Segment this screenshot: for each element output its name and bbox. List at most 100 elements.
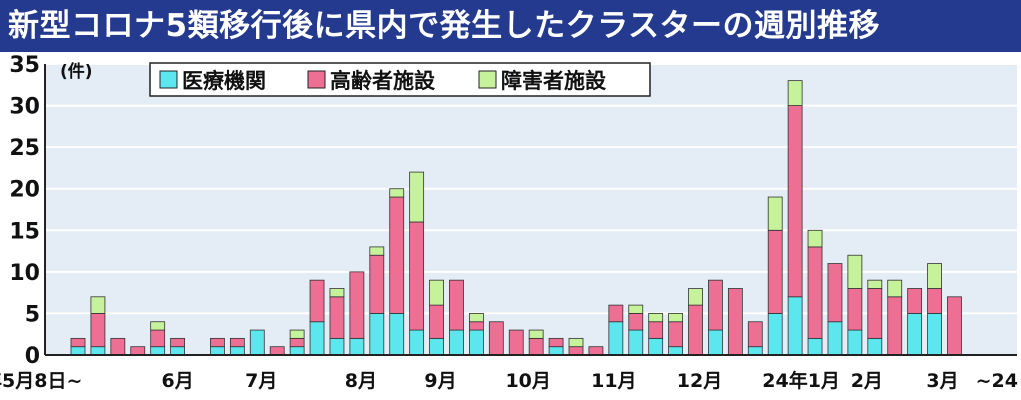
- bar-segment: [170, 337, 186, 348]
- bar-segment: [747, 321, 763, 348]
- x-tick-label: 7月: [245, 370, 277, 392]
- y-tick-label: 5: [25, 302, 40, 327]
- bar-segment: [608, 304, 624, 323]
- bar-segment: [389, 196, 405, 314]
- bar-segment: [708, 329, 723, 356]
- bar-segment: [568, 346, 584, 356]
- bar-segment: [229, 346, 245, 356]
- bar-segment: [688, 304, 703, 356]
- bar-segment: [907, 313, 923, 356]
- bar-segment: [927, 263, 942, 289]
- bar-segment: [468, 313, 484, 323]
- bar-segment: [907, 288, 923, 314]
- bar-segment: [289, 337, 305, 348]
- bar-segment: [349, 337, 365, 356]
- bar-segment: [548, 337, 564, 348]
- bar-segment: [409, 221, 425, 331]
- bar-segment: [847, 288, 863, 331]
- x-tick-label: ~24日: [976, 370, 1021, 392]
- bar-segment: [668, 313, 683, 323]
- bar-segment: [289, 346, 305, 356]
- bar-segment: [887, 296, 903, 356]
- bar-segment: [449, 279, 464, 331]
- bar-segment: [887, 279, 903, 298]
- bar-segment: [847, 329, 863, 356]
- bar-segment: [429, 337, 444, 356]
- legend-label: 医療機関: [182, 69, 266, 93]
- y-tick-label: 20: [9, 178, 40, 203]
- legend-label: 障害者施設: [501, 69, 607, 93]
- title-bar: 新型コロナ5類移行後に県内で発生したクラスターの週別推移: [0, 0, 1021, 52]
- bar-segment: [150, 346, 166, 356]
- y-tick-label: 0: [25, 344, 40, 369]
- bar-segment: [708, 279, 723, 331]
- bar-segment: [508, 329, 524, 356]
- bar-segment: [90, 296, 106, 314]
- bar-segment: [827, 263, 843, 323]
- bar-segment: [210, 337, 225, 348]
- legend-swatch: [478, 70, 497, 89]
- bar-segment: [70, 337, 86, 348]
- x-tick-label: 2月: [851, 370, 883, 392]
- legend: 医療機関 高齢者施設 障害者施設: [149, 62, 651, 97]
- bar-segment: [90, 313, 106, 348]
- y-tick-labels: 0 5 10 15 20 25 30 35: [9, 53, 40, 369]
- bar-segment: [927, 288, 942, 314]
- legend-box: [149, 62, 651, 97]
- bar-segment: [807, 246, 823, 339]
- bar-segment: [867, 337, 883, 356]
- bar-segment: [369, 313, 385, 356]
- bar-segment: [628, 304, 644, 314]
- bar-segment: [787, 296, 803, 356]
- bar-segment: [787, 105, 803, 298]
- bar-segment: [668, 346, 683, 356]
- bar-segment: [767, 196, 783, 231]
- bar-segment: [927, 313, 942, 356]
- bar-segment: [389, 188, 405, 198]
- legend-swatch: [307, 70, 326, 89]
- y-tick-label: 25: [9, 136, 40, 161]
- bar-segment: [628, 313, 644, 331]
- bar-segment: [429, 304, 444, 339]
- x-tick-label: 3月: [926, 370, 958, 392]
- bar-segment: [449, 329, 464, 356]
- x-tick-label: 6月: [161, 370, 193, 392]
- legend-swatch: [159, 70, 178, 89]
- bar-segment: [409, 329, 425, 356]
- bar-segment: [429, 279, 444, 306]
- chart-title: 新型コロナ5類移行後に県内で発生したクラスターの週別推移: [8, 8, 880, 44]
- bar-segment: [548, 346, 564, 356]
- bar-segment: [847, 254, 863, 289]
- y-tick-label: 35: [9, 53, 40, 78]
- bar-segment: [329, 296, 345, 339]
- bar-segment: [309, 321, 325, 356]
- bar-segment: [648, 313, 664, 323]
- bar-segment: [727, 288, 743, 356]
- bar-segment: [568, 337, 584, 348]
- bar-segment: [867, 279, 883, 289]
- bar-segment: [468, 329, 484, 356]
- bar-segment: [747, 346, 763, 356]
- bar-segment: [329, 337, 345, 356]
- x-tick-label: 24年1月: [762, 369, 840, 392]
- bars: [70, 80, 962, 356]
- bar-segment: [867, 288, 883, 339]
- bar-segment: [249, 329, 265, 356]
- bar-segment: [767, 229, 783, 314]
- bar-segment: [130, 346, 146, 356]
- y-tick-label: 30: [9, 95, 40, 120]
- y-axis-unit-label: (件): [60, 61, 93, 82]
- bar-segment: [528, 337, 544, 356]
- bar-segment: [389, 313, 405, 356]
- x-tick-labels: 2023年5月8日~ 6月 7月 8月 9月 10月 11月 12月 24年1月 2月 3月 ~24日: [0, 369, 1021, 392]
- bar-segment: [807, 229, 823, 248]
- bar-segment: [648, 337, 664, 356]
- bar-segment: [369, 254, 385, 314]
- bar-segment: [90, 346, 106, 356]
- bar-segment: [468, 321, 484, 331]
- bar-segment: [668, 321, 683, 348]
- bar-segment: [827, 321, 843, 356]
- bar-segment: [110, 337, 126, 356]
